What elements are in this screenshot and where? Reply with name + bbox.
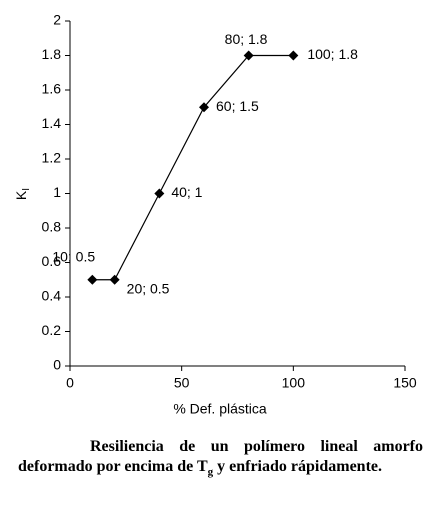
x-tick-label: 0 xyxy=(66,375,74,391)
y-tick-label: 0.4 xyxy=(42,288,62,304)
y-tick-label: 0.8 xyxy=(42,219,62,235)
caption-text: y enfriado rápidamente. xyxy=(213,458,382,475)
line xyxy=(92,54,294,281)
y-axis-label: KI xyxy=(13,188,32,200)
y-tick-label: 1.4 xyxy=(42,115,62,131)
data-label: 60; 1.5 xyxy=(216,98,259,114)
y-axis-label-sub: I xyxy=(21,188,32,191)
data-label: 40; 1 xyxy=(171,184,202,200)
caption-text: Resiliencia de un polímero lineal amorfo… xyxy=(18,438,423,475)
caption-subscript: g xyxy=(207,466,214,479)
x-tick-label: 50 xyxy=(174,375,190,391)
x-axis-label: % Def. plástica xyxy=(173,401,267,417)
y-tick-label: 1.6 xyxy=(42,81,62,97)
data-label: 20; 0.5 xyxy=(127,280,170,296)
y-tick-label: 2 xyxy=(53,12,61,28)
y-tick-label: 1 xyxy=(53,184,61,200)
y-axis-label-group: KI xyxy=(13,188,32,200)
data-label: 100; 1.8 xyxy=(307,46,358,62)
marker xyxy=(199,102,209,113)
y-tick-label: 0 xyxy=(53,357,61,373)
x-tick-label: 100 xyxy=(282,375,306,391)
marker xyxy=(288,50,299,61)
data-label: 10; 0.5 xyxy=(52,248,95,264)
y-axis-label-main: K xyxy=(13,190,29,200)
caption: Resiliencia de un polímero lineal amorfo… xyxy=(18,437,423,482)
marker xyxy=(109,274,120,285)
marker xyxy=(87,274,98,285)
data-label: 80; 1.8 xyxy=(225,31,268,47)
y-tick-label: 0.2 xyxy=(42,322,62,338)
x-tick-label: 150 xyxy=(393,375,417,391)
y-tick-label: 1.2 xyxy=(42,150,62,166)
marker xyxy=(154,188,165,199)
marker xyxy=(243,50,254,61)
y-tick-label: 1.8 xyxy=(42,46,62,62)
y-tick-label: 0.6 xyxy=(42,253,62,269)
chart: % Def. plástica KI 0 0.2 0.4 0.6 0.8 1 1.2 1.4 1… xyxy=(13,12,417,417)
